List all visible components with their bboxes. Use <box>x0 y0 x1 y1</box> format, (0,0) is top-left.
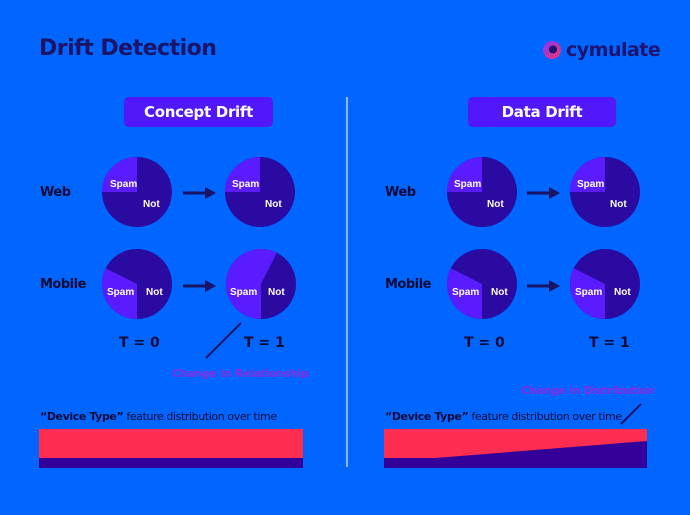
distribution-bar-data <box>384 429 647 468</box>
arrow-right-icon <box>183 280 216 292</box>
annotation-pointer-line <box>620 403 642 425</box>
svg-text:Not: Not <box>265 199 282 210</box>
logo-text: cymulate <box>566 39 661 61</box>
cymulate-logo: cymulate <box>541 38 661 62</box>
data-drift-title: Data Drift <box>468 97 616 127</box>
page-title: Drift Detection <box>39 36 217 61</box>
pie-web-t0-data: Spam Not <box>447 157 517 227</box>
pie-mobile-t0: Spam Not <box>101 249 172 319</box>
row-label-mobile: Mobile <box>385 277 431 292</box>
pie-mobile-t1-data: Spam Not <box>569 249 640 320</box>
time-label-t0: T = 0 <box>464 335 505 351</box>
caption-bold: “Device Type” <box>385 410 469 423</box>
annotation-pointer-line <box>205 322 242 359</box>
arrow-right-icon <box>527 280 560 292</box>
caption-rest: feature distribution over time <box>123 410 277 423</box>
svg-text:Not: Not <box>146 287 163 298</box>
caption-rest: feature distribution over time <box>468 410 622 423</box>
pie-mobile-t0-data: Spam Not <box>446 249 517 319</box>
time-label-t1: T = 1 <box>589 335 630 351</box>
pie-mobile-t1: Spam Not <box>225 249 296 320</box>
svg-text:Not: Not <box>268 287 285 298</box>
svg-text:Spam: Spam <box>452 287 479 298</box>
annotation-change-relationship: Change in Relationship <box>172 367 309 380</box>
row-label-mobile: Mobile <box>40 277 86 292</box>
svg-text:Spam: Spam <box>110 179 137 190</box>
arrow-right-icon <box>527 187 560 199</box>
pie-web-t0: Spam Not <box>102 157 172 227</box>
annotation-change-distribution: Change in Distribution <box>521 384 655 397</box>
svg-text:Not: Not <box>487 199 504 210</box>
concept-drift-title: Concept Drift <box>124 97 273 127</box>
bar-caption-data: “Device Type” feature distribution over … <box>385 410 622 423</box>
row-label-web: Web <box>40 185 71 200</box>
svg-text:Spam: Spam <box>107 287 134 298</box>
svg-text:Not: Not <box>491 287 508 298</box>
svg-text:Not: Not <box>614 287 631 298</box>
svg-text:Not: Not <box>143 199 160 210</box>
cymulate-logo-icon <box>543 41 561 59</box>
bar-caption-concept: “Device Type” feature distribution over … <box>40 410 277 423</box>
time-label-t0: T = 0 <box>119 335 160 351</box>
panel-divider <box>346 97 348 467</box>
svg-text:Spam: Spam <box>577 179 604 190</box>
svg-text:Spam: Spam <box>230 287 257 298</box>
svg-text:Not: Not <box>610 199 627 210</box>
arrow-right-icon <box>183 187 216 199</box>
caption-bold: “Device Type” <box>40 410 124 423</box>
pie-web-t1: Spam Not <box>225 157 295 227</box>
pie-web-t1-data: Spam Not <box>570 157 640 227</box>
distribution-bar-concept <box>39 429 303 468</box>
svg-text:Spam: Spam <box>575 287 602 298</box>
svg-text:Spam: Spam <box>232 179 259 190</box>
row-label-web: Web <box>385 185 416 200</box>
time-label-t1: T = 1 <box>244 335 285 351</box>
svg-text:Spam: Spam <box>454 179 481 190</box>
